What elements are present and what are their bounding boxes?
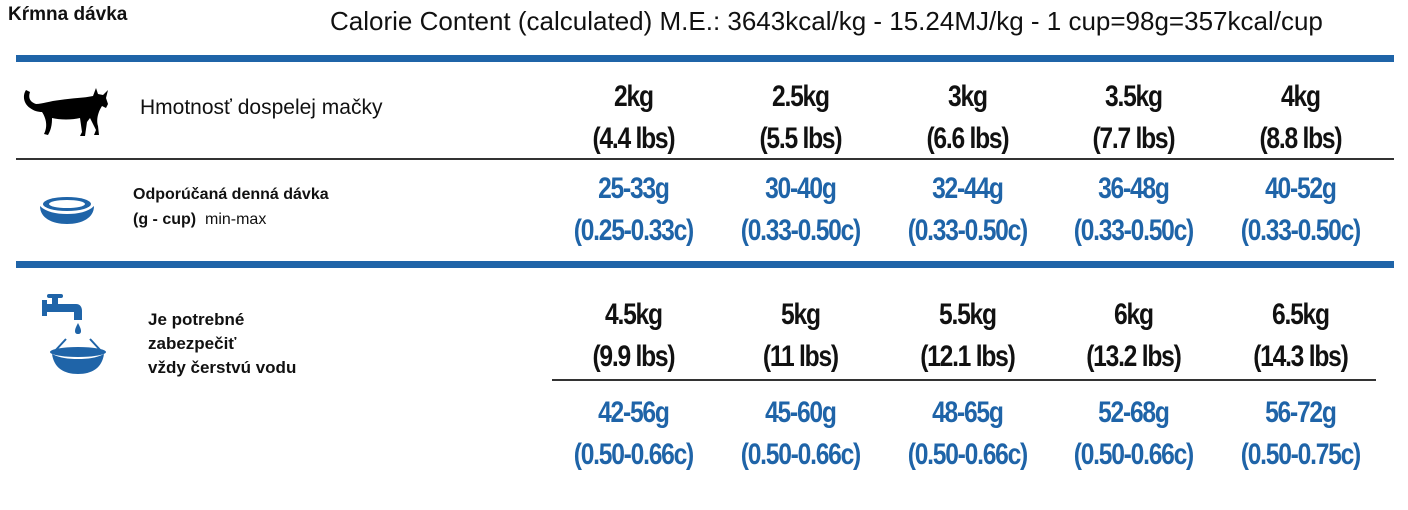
min-max-text: min-max bbox=[204, 211, 267, 228]
dose-cups: (0.50-0.66c) bbox=[573, 438, 694, 471]
weight-row-2: 4.5kg (9.9 lbs) 5kg (11 lbs) 5.5kg (12.1 lb… bbox=[550, 294, 1384, 378]
dose-grams: 25-33g bbox=[598, 172, 670, 205]
dose-cups: (0.33-0.50c) bbox=[740, 214, 861, 247]
weight-lbs: (11 lbs) bbox=[762, 340, 839, 373]
weight-kg: 4kg bbox=[1281, 80, 1321, 113]
weight-cell: 5.5kg (12.1 lbs) bbox=[899, 294, 1036, 378]
dose-cups: (0.33-0.50c) bbox=[1240, 214, 1361, 247]
page-title: Kŕmna dávka bbox=[8, 4, 128, 25]
weight-cell: 4.5kg (9.9 lbs) bbox=[565, 294, 702, 378]
weight-lbs: (6.6 lbs) bbox=[926, 122, 1009, 155]
dose-grams: 32-44g bbox=[931, 172, 1004, 205]
weight-lbs: (14.3 lbs) bbox=[1253, 340, 1349, 373]
daily-dose-title: Odporúčaná denná dávka bbox=[133, 186, 329, 203]
food-bowl-icon bbox=[40, 197, 94, 224]
middle-divider bbox=[16, 261, 1394, 268]
dose-grams: 52-68g bbox=[1098, 396, 1170, 429]
daily-dose-units: (g - cup) min-max bbox=[133, 207, 329, 232]
dose-cell: 40-52g (0.33-0.50c) bbox=[1232, 168, 1369, 252]
weight-row-1: 2kg (4.4 lbs) 2.5kg (5.5 lbs) 3kg (6.6 lbs)… bbox=[550, 76, 1384, 160]
dose-cups: (0.33-0.50c) bbox=[907, 214, 1027, 247]
weight-kg: 3.5kg bbox=[1105, 80, 1163, 113]
weight-kg: 5kg bbox=[780, 298, 821, 331]
dose-cups: (0.25-0.33c) bbox=[573, 214, 694, 247]
weight-cell: 4kg (8.8 lbs) bbox=[1232, 76, 1369, 160]
dose-grams: 45-60g bbox=[764, 396, 837, 429]
dose-cell: 52-68g (0.50-0.66c) bbox=[1065, 392, 1202, 476]
dose-cell: 32-44g (0.33-0.50c) bbox=[899, 168, 1036, 252]
weight-lbs: (4.4 lbs) bbox=[592, 122, 675, 155]
dose-grams: 40-52g bbox=[1265, 172, 1337, 205]
adult-cat-weight-label: Hmotnosť dospelej mačky bbox=[140, 96, 383, 119]
weight-lbs: (9.9 lbs) bbox=[592, 340, 675, 373]
weight-kg: 4.5kg bbox=[605, 298, 663, 331]
dose-cups: (0.50-0.66c) bbox=[740, 438, 861, 471]
weight-lbs: (13.2 lbs) bbox=[1086, 340, 1183, 373]
daily-dose-label: Odporúčaná denná dávka (g - cup) min-max bbox=[133, 182, 329, 232]
dose-cups: (0.50-0.66c) bbox=[907, 438, 1027, 471]
dose-cell: 42-56g (0.50-0.66c) bbox=[565, 392, 702, 476]
fresh-water-label: Je potrebné zabezpečiť vždy čerstvú vodu bbox=[148, 308, 296, 380]
dose-cups: (0.50-0.75c) bbox=[1240, 438, 1361, 471]
weight-lbs: (7.7 lbs) bbox=[1092, 122, 1176, 155]
fresh-water-line-1: Je potrebné bbox=[148, 310, 245, 329]
dose-cups: (0.50-0.66c) bbox=[1074, 438, 1194, 471]
weight-kg: 6.5kg bbox=[1272, 298, 1330, 331]
dose-grams: 36-48g bbox=[1098, 172, 1170, 205]
fresh-water-line-2: zabezpečiť bbox=[148, 334, 237, 353]
weight-kg: 5.5kg bbox=[938, 298, 997, 331]
water-tap-bowl-icon bbox=[42, 294, 106, 374]
weight-cell: 2kg (4.4 lbs) bbox=[565, 76, 702, 160]
row-divider bbox=[552, 379, 1376, 381]
dose-cell: 56-72g (0.50-0.75c) bbox=[1232, 392, 1369, 476]
dose-grams: 42-56g bbox=[598, 396, 670, 429]
dose-row-2: 42-56g (0.50-0.66c) 45-60g (0.50-0.66c) 48… bbox=[550, 392, 1384, 476]
dose-row-1: 25-33g (0.25-0.33c) 30-40g (0.33-0.50c) 32… bbox=[550, 168, 1384, 252]
weight-cell: 6.5kg (14.3 lbs) bbox=[1232, 294, 1369, 378]
weight-cell: 5kg (11 lbs) bbox=[732, 294, 869, 378]
cat-icon bbox=[23, 88, 109, 136]
weight-lbs: (8.8 lbs) bbox=[1259, 122, 1343, 155]
weight-kg: 6kg bbox=[1114, 298, 1154, 331]
weight-cell: 2.5kg (5.5 lbs) bbox=[732, 76, 869, 160]
dose-cell: 30-40g (0.33-0.50c) bbox=[732, 168, 869, 252]
weight-kg: 3kg bbox=[947, 80, 988, 113]
dose-cups: (0.33-0.50c) bbox=[1074, 214, 1194, 247]
daily-dose-unit-text: (g - cup) bbox=[133, 211, 197, 228]
calorie-content: Calorie Content (calculated) M.E.: 3643k… bbox=[330, 6, 1323, 36]
weight-lbs: (12.1 lbs) bbox=[919, 340, 1016, 373]
dose-cell: 25-33g (0.25-0.33c) bbox=[565, 168, 702, 252]
weight-lbs: (5.5 lbs) bbox=[759, 122, 842, 155]
dose-cell: 48-65g (0.50-0.66c) bbox=[899, 392, 1036, 476]
weight-kg: 2kg bbox=[614, 80, 654, 113]
weight-cell: 6kg (13.2 lbs) bbox=[1065, 294, 1202, 378]
row-divider bbox=[16, 158, 1394, 160]
dose-grams: 48-65g bbox=[931, 396, 1004, 429]
weight-kg: 2.5kg bbox=[771, 80, 830, 113]
dose-cell: 45-60g (0.50-0.66c) bbox=[732, 392, 869, 476]
fresh-water-line-3: vždy čerstvú vodu bbox=[148, 358, 297, 377]
dose-grams: 56-72g bbox=[1265, 396, 1337, 429]
top-divider bbox=[16, 55, 1394, 62]
dose-grams: 30-40g bbox=[764, 172, 837, 205]
dose-cell: 36-48g (0.33-0.50c) bbox=[1065, 168, 1202, 252]
weight-cell: 3.5kg (7.7 lbs) bbox=[1065, 76, 1202, 160]
weight-cell: 3kg (6.6 lbs) bbox=[899, 76, 1036, 160]
